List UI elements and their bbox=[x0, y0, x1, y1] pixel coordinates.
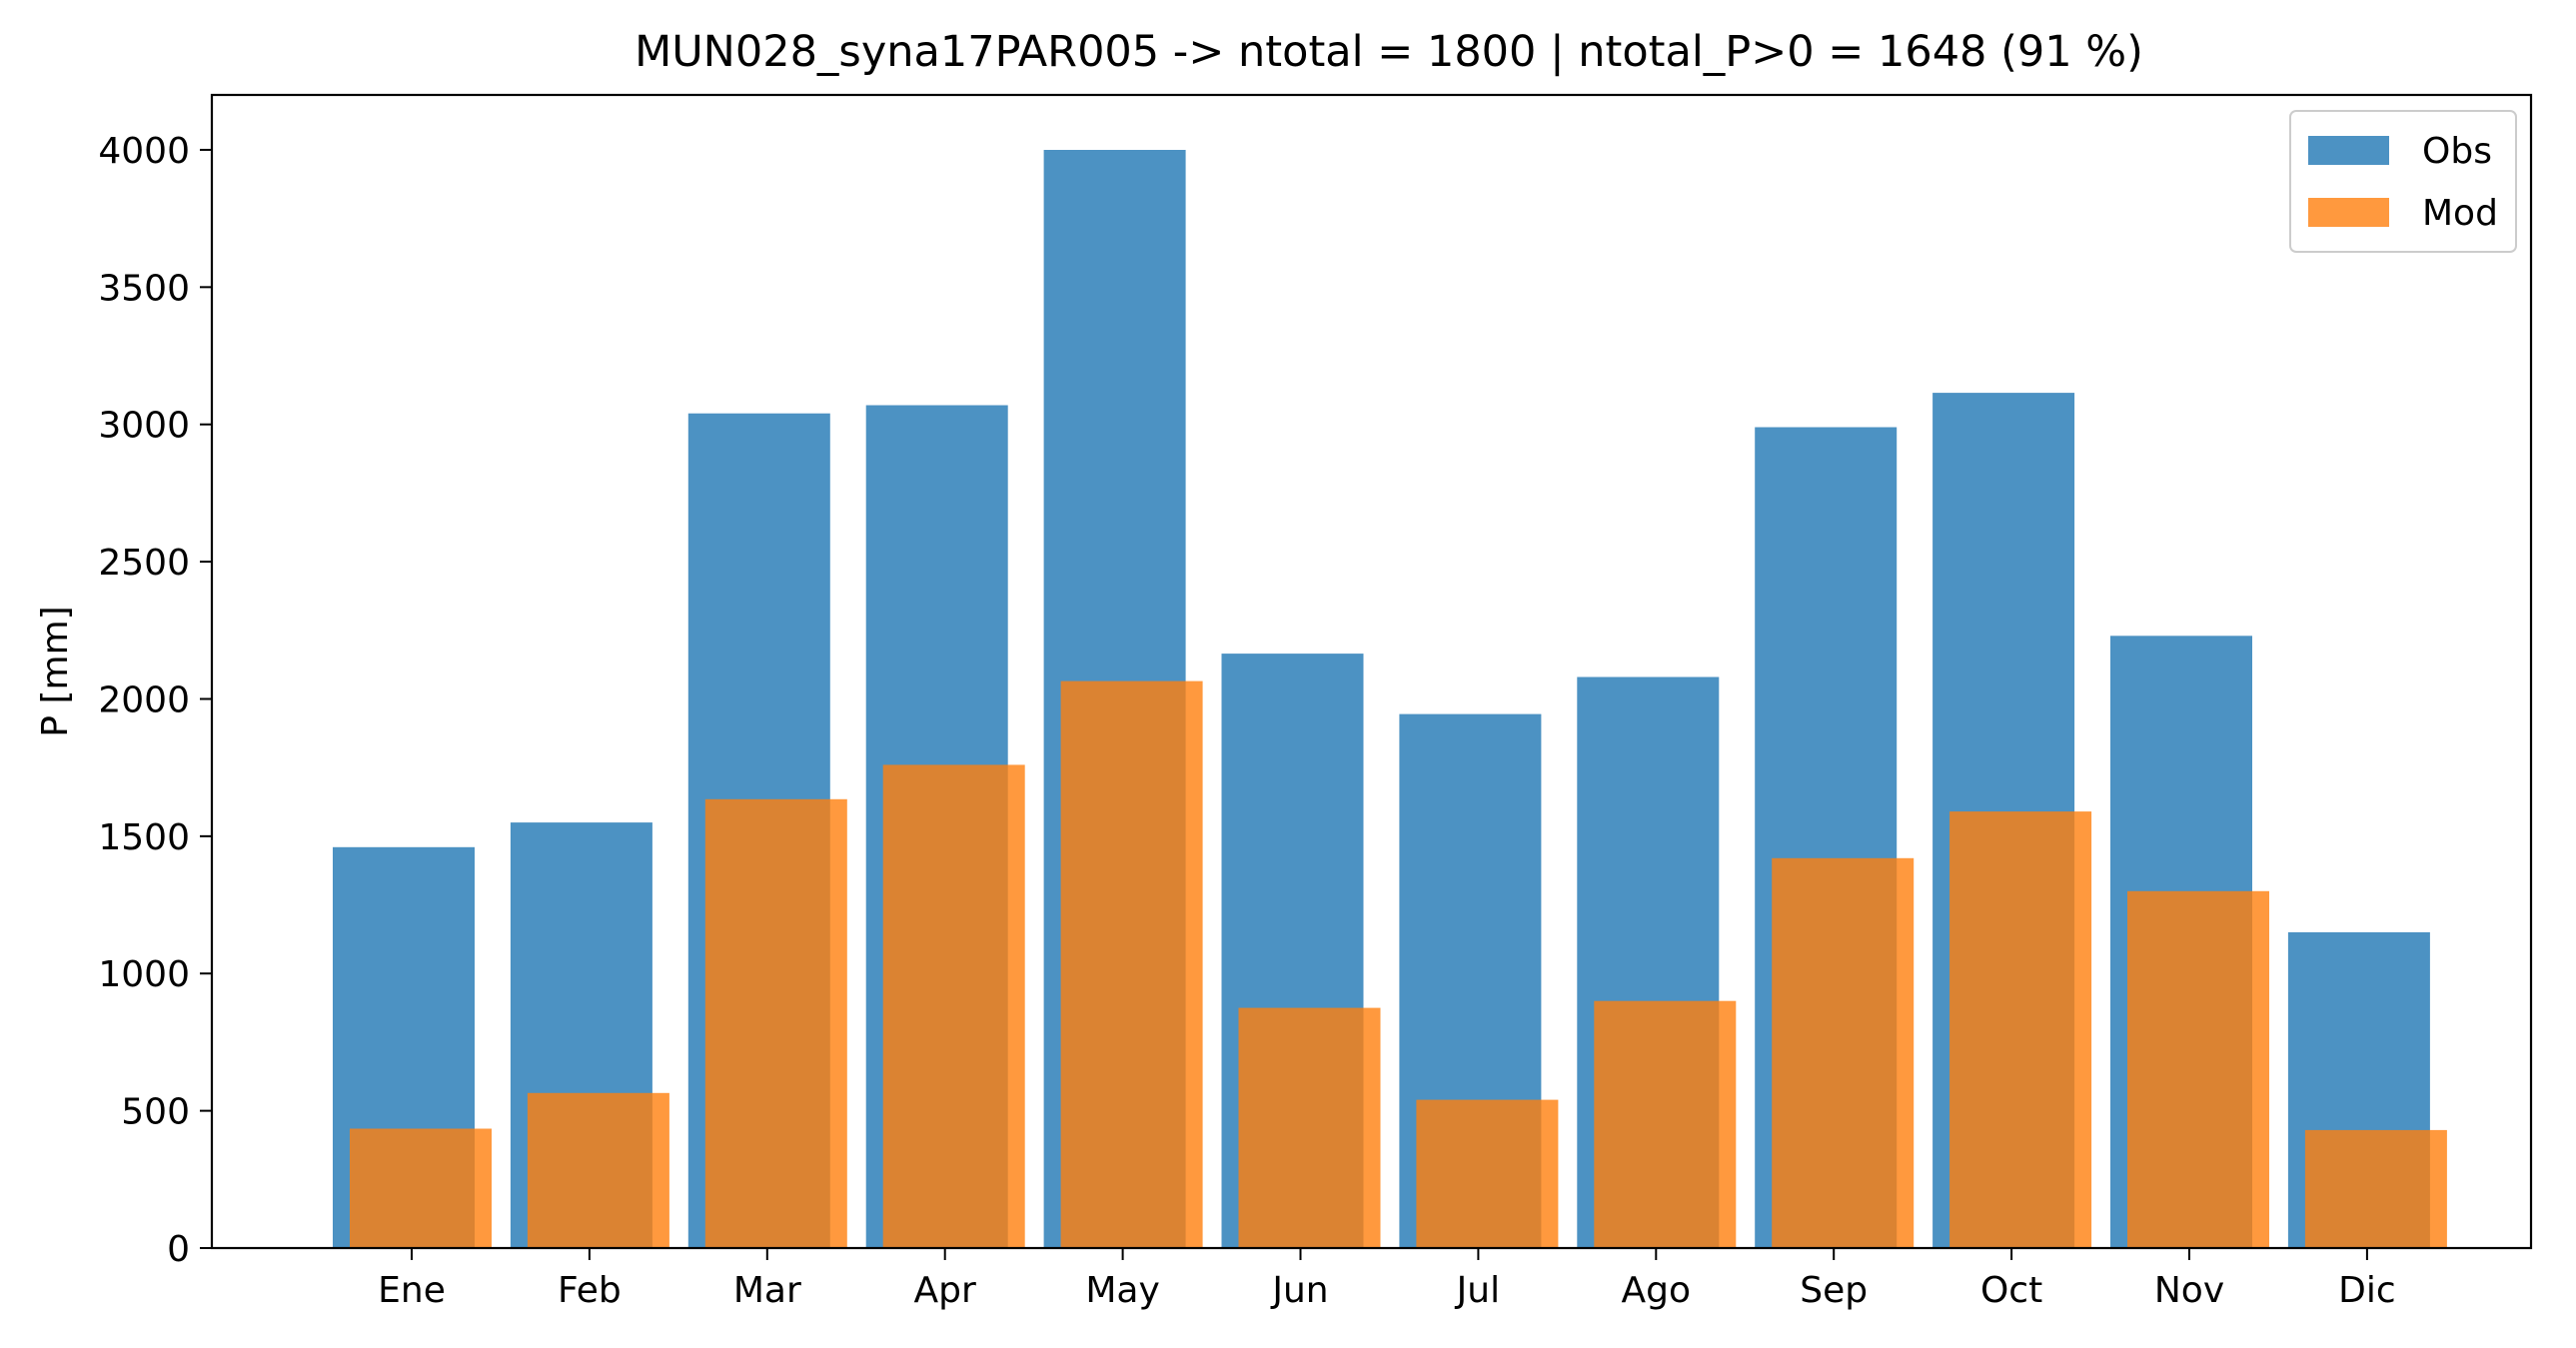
plot-area-frame bbox=[210, 93, 2533, 1250]
y-tick-label: 0 bbox=[167, 1229, 190, 1270]
bar-mod-may bbox=[1060, 680, 1203, 1248]
x-tick-label-ago: Ago bbox=[1622, 1270, 1692, 1311]
x-tick-label-ene: Ene bbox=[378, 1270, 446, 1311]
legend-swatch-obs bbox=[2308, 136, 2389, 165]
x-tick-label-may: May bbox=[1085, 1270, 1159, 1311]
x-tick-label-sep: Sep bbox=[1800, 1270, 1868, 1311]
x-tick-label-jul: Jul bbox=[1455, 1270, 1500, 1311]
y-tick-label: 3500 bbox=[98, 268, 190, 309]
legend: Obs Mod bbox=[2289, 110, 2517, 253]
bar-mod-ago bbox=[1594, 1000, 1737, 1248]
y-tick-label: 1000 bbox=[98, 954, 190, 995]
bar-mod-apr bbox=[882, 764, 1025, 1248]
x-tick-label-feb: Feb bbox=[558, 1270, 622, 1311]
bar-mod-oct bbox=[1949, 811, 2092, 1248]
y-tick-label: 2000 bbox=[98, 679, 190, 720]
legend-swatch-mod bbox=[2308, 198, 2389, 227]
y-axis-label: P [mm] bbox=[35, 606, 76, 736]
x-tick-label-apr: Apr bbox=[914, 1270, 976, 1311]
y-tick-label: 2500 bbox=[98, 543, 190, 584]
x-tick-label-nov: Nov bbox=[2154, 1270, 2224, 1311]
bar-mod-ene bbox=[350, 1128, 492, 1248]
y-axis-ticks: 0 500 1000 1500 2000 2500 3000 3500 4000 bbox=[98, 131, 212, 1270]
y-tick-label: 4000 bbox=[98, 131, 190, 172]
y-tick-label: 1500 bbox=[98, 817, 190, 858]
bar-mod-nov bbox=[2127, 890, 2269, 1248]
x-axis-ticks: Ene Feb Mar Apr May Jun Jul Ago Sep Oct Nov Dic bbox=[378, 1248, 2396, 1311]
x-tick-label-mar: Mar bbox=[733, 1270, 801, 1311]
bar-mod-jul bbox=[1416, 1099, 1559, 1248]
x-tick-label-jun: Jun bbox=[1270, 1270, 1328, 1311]
chart-title: MUN028_syna17PAR005 -> ntotal = 1800 | n… bbox=[635, 27, 2143, 77]
bar-mod-sep bbox=[1772, 857, 1915, 1248]
bar-mod-dic bbox=[2304, 1129, 2447, 1248]
legend-label-obs: Obs bbox=[2422, 131, 2492, 172]
y-tick-label: 500 bbox=[121, 1092, 190, 1133]
x-tick-label-dic: Dic bbox=[2338, 1270, 2396, 1311]
bar-mod-mar bbox=[704, 798, 847, 1248]
bar-mod-feb bbox=[527, 1092, 669, 1248]
series-mod-bars bbox=[350, 680, 2447, 1248]
legend-label-mod: Mod bbox=[2422, 193, 2498, 234]
y-tick-label: 3000 bbox=[98, 406, 190, 447]
x-tick-label-oct: Oct bbox=[1980, 1270, 2042, 1311]
bar-mod-jun bbox=[1238, 1007, 1381, 1248]
